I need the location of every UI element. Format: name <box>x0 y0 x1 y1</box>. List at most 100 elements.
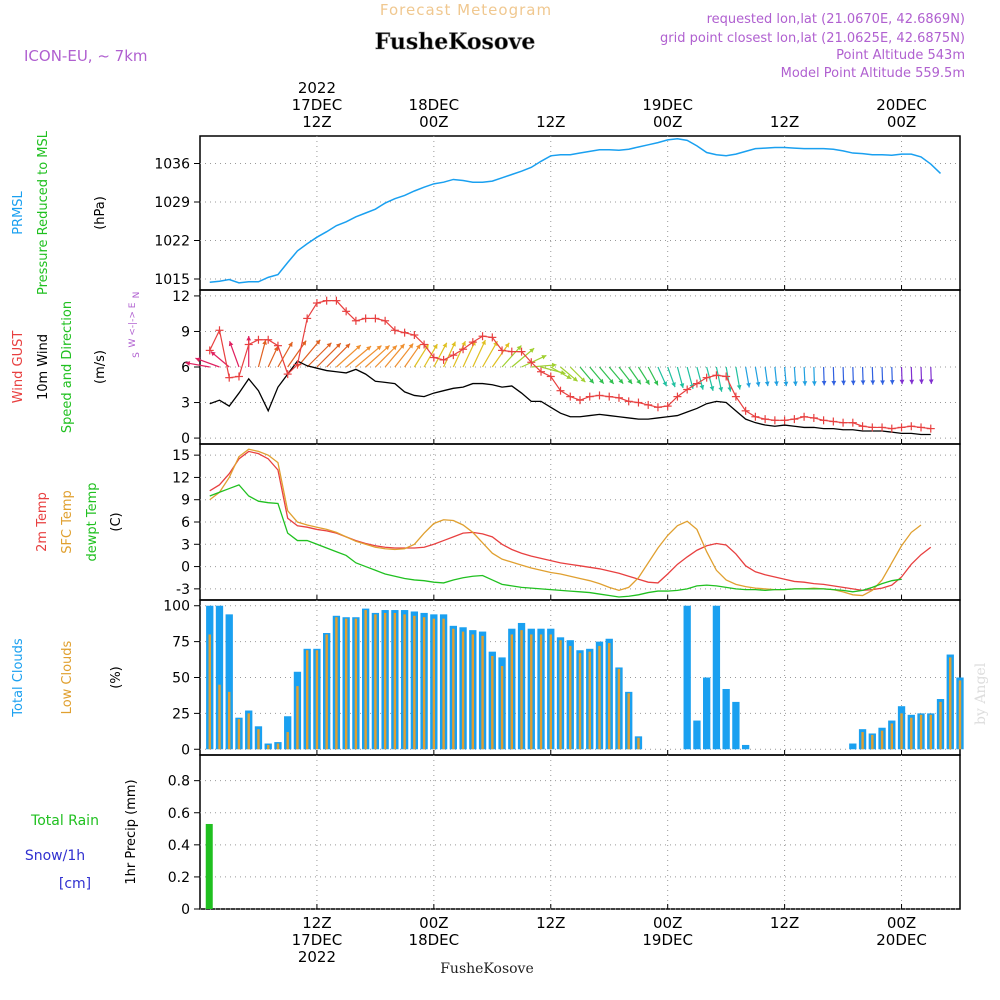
total-cloud-bar <box>215 605 224 750</box>
low-cloud-bar <box>374 614 377 750</box>
wind-arrow-head <box>262 339 267 345</box>
time-label: 12Z <box>302 914 331 932</box>
time-label: 17DEC <box>292 96 343 114</box>
y-tick-label: 15 <box>172 448 190 464</box>
low-cloud-bar <box>598 645 601 750</box>
wind-arrow-head <box>618 378 624 384</box>
wind-arrow <box>511 347 535 368</box>
low-cloud-bar <box>364 610 367 750</box>
low-cloud-bar <box>481 635 484 750</box>
low-cloud-bar <box>520 630 523 750</box>
time-label: 20DEC <box>876 96 927 114</box>
wind-arrow-head <box>671 382 676 388</box>
low-cloud-bar <box>325 634 328 750</box>
total-cloud-bar <box>712 605 721 750</box>
wind-arrow-head <box>288 341 293 347</box>
wind-arrow-head <box>755 381 761 387</box>
wind-arrow-head <box>335 343 341 348</box>
wind-arrow-head <box>529 348 535 353</box>
wind-arrow-head <box>408 343 414 349</box>
total-cloud-bar <box>693 720 701 750</box>
wind-arrow <box>257 339 267 368</box>
low-cloud-bar <box>237 719 241 750</box>
wind-arrow-head <box>821 380 827 386</box>
wind-arrow-head <box>636 379 641 385</box>
time-label: 00Z <box>419 113 448 131</box>
wind-arrow <box>345 345 372 368</box>
wind-arrow-head <box>416 344 421 350</box>
model-label: ICON-EU, ~ 7km <box>24 47 148 65</box>
time-label: 12Z <box>536 914 565 932</box>
panel-label: 2m Temp <box>35 492 50 552</box>
low-cloud-bar <box>354 618 358 750</box>
panel-label: Speed and Direction <box>60 301 75 433</box>
time-label: 00Z <box>653 914 682 932</box>
y-tick-label: 1015 <box>154 272 190 288</box>
y-tick-label: 12 <box>172 470 190 486</box>
pressure-panel: 1015 1022 1029 1036 PRMSL Pressure Reduced to… <box>11 130 961 295</box>
wind-arrow-head <box>736 384 742 390</box>
wind-arrow <box>326 343 351 368</box>
low-cloud-bar <box>510 634 513 750</box>
time-label: 12Z <box>536 113 565 131</box>
y-tick-label: -3 <box>176 582 190 598</box>
panel-label: dewpt Temp <box>85 482 100 561</box>
low-cloud-bar <box>627 693 630 750</box>
wind-arrow-head <box>376 345 382 351</box>
y-tick-label: 0 <box>181 742 190 758</box>
unit-label: (m/s) <box>93 350 108 384</box>
credit-watermark: by Angel <box>973 662 989 725</box>
closest-location: grid point closest lon,lat (21.0625E, 42… <box>660 31 965 46</box>
wind-arrow-head <box>195 357 201 362</box>
low-cloud-bar <box>228 691 231 750</box>
precip-legend-label: [cm] <box>59 876 91 892</box>
wind-arrow-head <box>541 355 547 360</box>
temperature-line <box>209 484 902 598</box>
wind-arrow-head <box>185 361 191 366</box>
wind-arrow <box>277 341 293 368</box>
total-cloud-bar <box>741 744 750 750</box>
panel-frame <box>199 754 961 910</box>
time-label: 00Z <box>887 113 916 131</box>
low-cloud-bar <box>929 714 932 750</box>
low-cloud-bar <box>559 640 562 750</box>
low-cloud-bar <box>549 634 552 750</box>
low-cloud-bar <box>578 653 582 750</box>
low-cloud-bar <box>880 730 884 750</box>
wind-arrow-head <box>792 381 798 386</box>
wind-arrow <box>423 343 438 368</box>
wind-arrow-head <box>599 378 604 384</box>
wind-arrow-head <box>315 339 321 345</box>
wind-arrow <box>365 345 390 368</box>
unit-label: (hPa) <box>93 196 108 230</box>
wind-arrow-head <box>811 381 817 386</box>
time-label: 18DEC <box>409 96 460 114</box>
requested-location: requested lon,lat (21.0670E, 42.6869N) <box>707 12 965 27</box>
low-cloud-bar <box>939 701 942 750</box>
wind-arrow-head <box>709 385 715 391</box>
compass-west-east: W <-|-> E <box>128 302 138 347</box>
unit-label: 1hr Precip (mm) <box>124 779 139 884</box>
wind-arrow <box>287 340 307 368</box>
low-cloud-bar <box>588 651 591 750</box>
low-cloud-bar <box>491 655 494 750</box>
wind-arrow-head <box>273 346 279 352</box>
y-tick-label: 0 <box>181 431 190 447</box>
wind-arrow-head <box>481 339 486 345</box>
y-tick-label: 0.6 <box>168 806 190 822</box>
wind-arrow-head <box>345 343 351 349</box>
wind-arrow-head <box>504 342 510 348</box>
precip-panel: 0 0.2 0.4 0.6 0.8 Total Rain Snow/1h [cm] 1hr Pr… <box>25 754 961 918</box>
wind-arrow-head <box>384 345 390 351</box>
y-tick-label: 9 <box>181 493 190 509</box>
low-cloud-bar <box>218 684 221 750</box>
y-tick-label: 1022 <box>154 234 190 250</box>
wind-arrow-head <box>627 378 633 384</box>
rain-bar <box>205 823 213 909</box>
wind-arrow <box>306 342 332 368</box>
compass-north: N <box>132 292 142 299</box>
low-cloud-bar <box>871 734 874 750</box>
y-tick-label: 0 <box>181 902 190 918</box>
